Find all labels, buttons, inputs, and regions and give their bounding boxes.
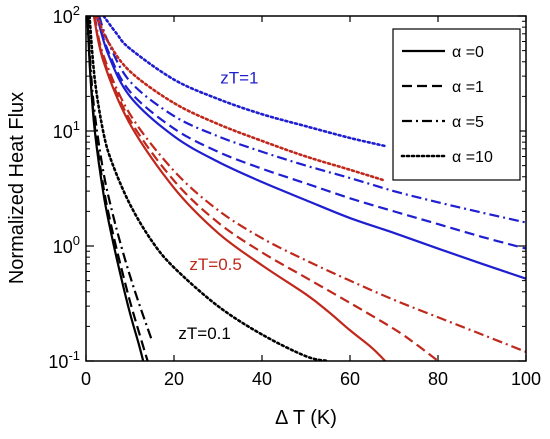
series-line-zt-0-5-alpha-10 (95, 16, 387, 182)
series-layer (86, 16, 526, 361)
annotation-layer: zT=1 zT=0.5 zT=0.1 (178, 68, 258, 343)
annotation-zt-0-5: zT=0.5 (189, 255, 241, 274)
series-line-zt-1-alpha-10 (102, 16, 387, 148)
y-tick-label: 102 (53, 3, 80, 27)
y-tick-label: 101 (53, 118, 80, 142)
x-tick-label: 40 (252, 369, 272, 389)
series-line-zt-0-1-alpha-1 (86, 16, 149, 361)
y-axis-label: Normalized Heat Flux (6, 92, 28, 284)
series-line-zt-0-1-alpha-0 (86, 16, 145, 361)
series-line-zt-0-5-alpha-5 (93, 16, 526, 353)
x-axis-label: Δ T (K) (275, 407, 337, 429)
legend-label: α =5 (452, 114, 484, 131)
legend-label: α =10 (452, 149, 493, 166)
legend: α =0 α =1 α =5 α =10 (392, 28, 521, 181)
x-tick-label: 0 (81, 369, 91, 389)
x-tick-label: 100 (511, 369, 541, 389)
series-line-zt-0-5-alpha-1 (92, 16, 439, 361)
legend-label: α =0 (452, 44, 484, 61)
series-line-zt-0-5-alpha-0 (92, 16, 386, 361)
x-tick-label: 20 (164, 369, 184, 389)
series-line-zt-0-1-alpha-10 (88, 16, 330, 361)
y-tick-label: 100 (53, 233, 80, 257)
plot-frame (85, 15, 527, 362)
series-line-zt-0-1-alpha-5 (87, 16, 154, 342)
annotation-zt-1: zT=1 (220, 68, 258, 87)
annotation-zt-0-1: zT=0.1 (178, 324, 230, 343)
legend-label: α =1 (452, 79, 484, 96)
series-line-zt-1-alpha-5 (98, 16, 526, 224)
series-line-zt-1-alpha-0 (95, 16, 526, 280)
y-tick-label: 10-1 (48, 348, 80, 372)
x-tick-label: 60 (340, 369, 360, 389)
tick-layer: 0 20 40 60 80 100 10-1 100 101 102 (48, 3, 541, 389)
x-tick-label: 80 (428, 369, 448, 389)
series-line-zt-1-alpha-1 (95, 16, 526, 250)
